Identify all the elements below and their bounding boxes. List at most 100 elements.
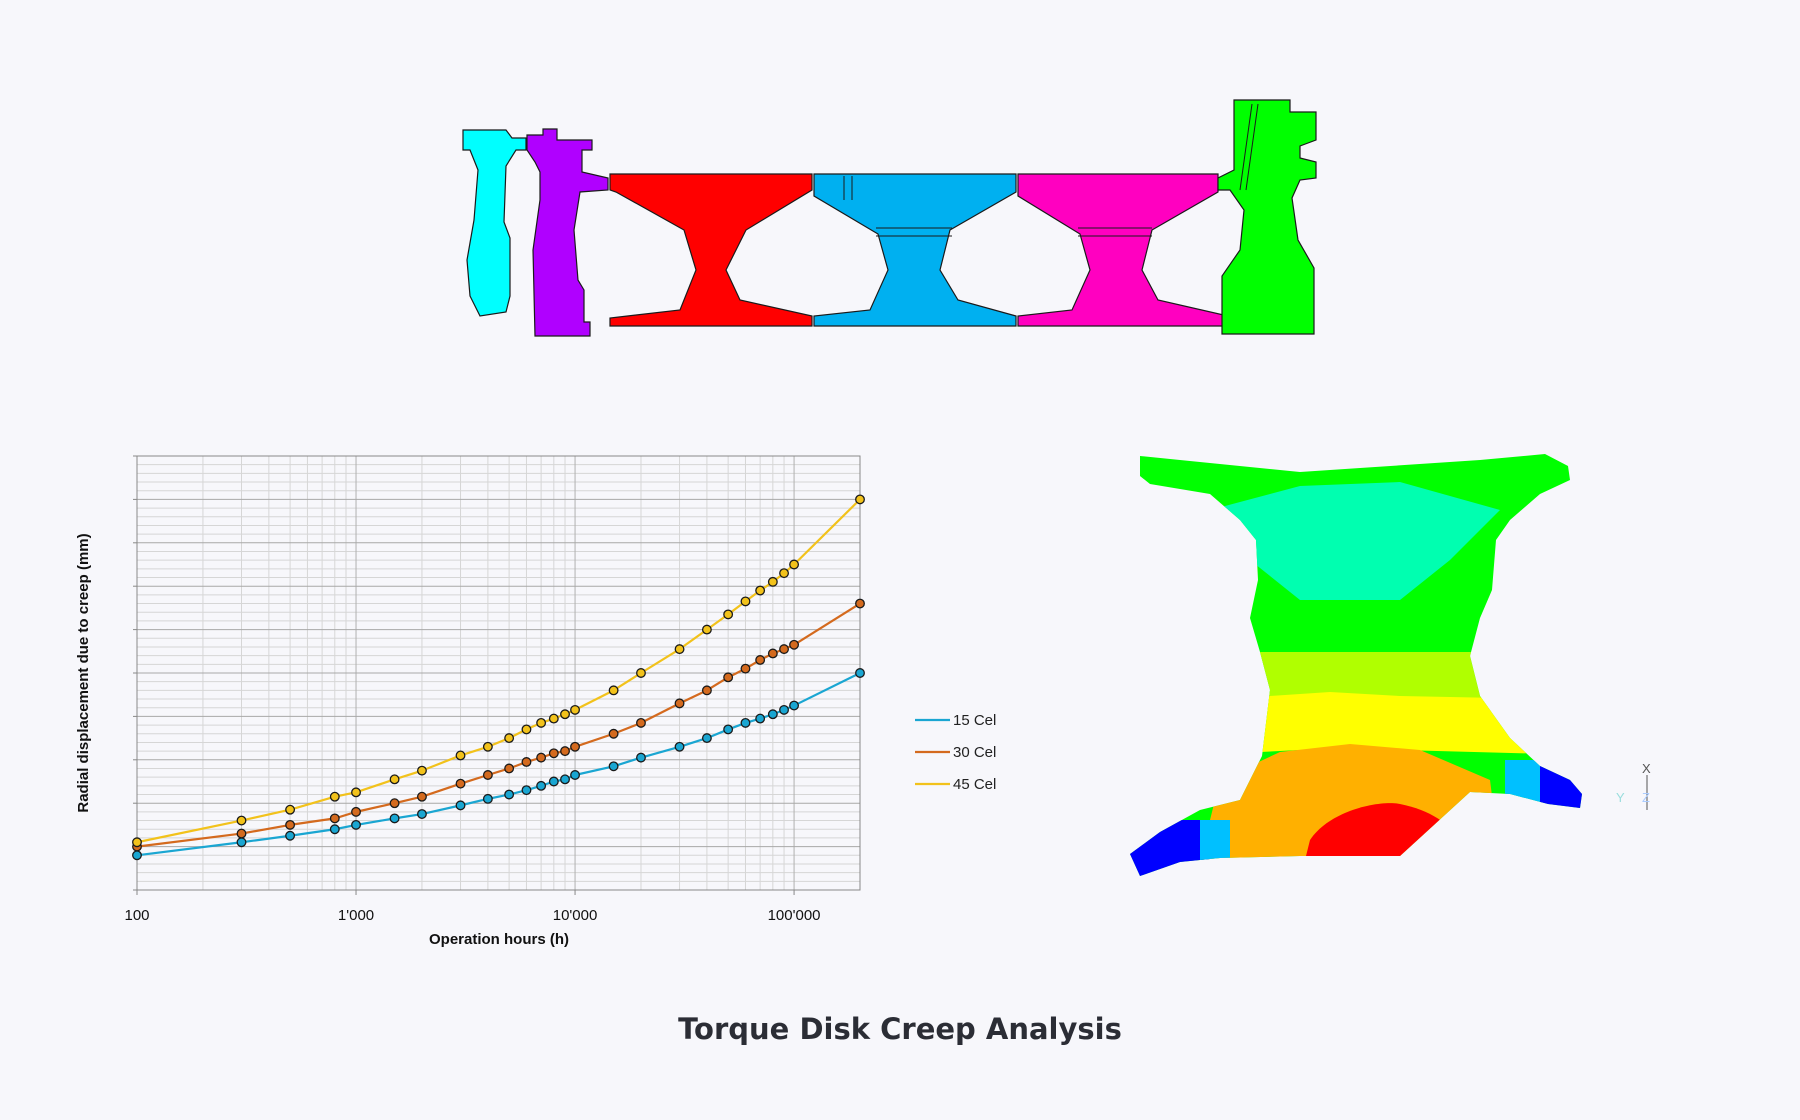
contour-band-lightblue-left (1200, 820, 1230, 876)
data-point-series-2 (548, 748, 559, 759)
data-point-series-1 (608, 761, 619, 772)
data-point-series-3 (855, 494, 865, 505)
y-axis-label: Radial displacement due to creep (mm) (75, 533, 92, 812)
data-point-series-3 (455, 750, 466, 761)
data-point-series-3 (740, 596, 751, 607)
data-point-series-3 (351, 787, 361, 798)
fea-triad: X Y Z (1616, 761, 1651, 810)
data-point-series-2 (329, 813, 340, 824)
data-point-series-3 (536, 717, 547, 728)
x-axis-label: Operation hours (h) (429, 931, 569, 948)
x-tick-labels: 100 1'000 10'000 100'000 (124, 890, 821, 924)
fea-contour-plot: X Y Z (1130, 454, 1651, 876)
data-point-series-1 (236, 837, 247, 848)
data-point-series-2 (779, 644, 789, 655)
contour-band-blue-left (1130, 820, 1210, 876)
data-point-series-2 (560, 746, 570, 757)
data-point-series-3 (767, 576, 778, 587)
data-point-series-1 (482, 793, 493, 804)
data-point-series-1 (536, 780, 547, 791)
legend-label-3: 45 Cel (953, 776, 996, 793)
data-point-series-2 (789, 639, 800, 650)
rotor-disk-5 (1017, 173, 1229, 327)
data-point-series-2 (740, 663, 751, 674)
data-point-series-2 (417, 791, 427, 802)
data-point-series-2 (351, 806, 361, 817)
legend-label-1: 15 Cel (953, 712, 996, 729)
x-tick-label: 100'000 (768, 907, 821, 924)
data-point-series-1 (504, 789, 515, 800)
data-point-series-3 (789, 559, 800, 570)
data-point-series-2 (536, 752, 547, 763)
data-point-series-3 (132, 837, 142, 848)
rotor-disk-2 (526, 128, 609, 337)
data-point-series-1 (570, 770, 580, 780)
contour-band-blue-right (1540, 760, 1582, 840)
data-point-series-1 (723, 724, 734, 735)
x-tick-label: 100 (124, 907, 149, 924)
triad-y-label: Y (1616, 790, 1625, 805)
data-point-series-3 (570, 704, 580, 715)
data-point-series-3 (329, 791, 340, 802)
data-point-series-3 (560, 709, 570, 720)
rotor-cross-section (462, 99, 1317, 337)
data-point-series-1 (767, 709, 778, 720)
data-point-series-1 (521, 785, 532, 796)
data-point-series-3 (755, 585, 766, 596)
data-point-series-1 (674, 741, 685, 752)
data-point-series-1 (285, 830, 296, 841)
data-point-series-2 (701, 685, 712, 696)
rotor-disk-4 (813, 173, 1017, 327)
triad-x-label: X (1642, 761, 1651, 776)
rotor-disk-6 (1217, 99, 1317, 335)
data-point-series-1 (548, 776, 559, 787)
data-point-series-2 (455, 778, 466, 789)
page-title: Torque Disk Creep Analysis (678, 1012, 1122, 1046)
data-point-series-1 (329, 824, 340, 835)
data-point-series-3 (674, 644, 685, 655)
rotor-disk-1 (462, 129, 527, 317)
data-point-series-2 (855, 598, 865, 609)
data-point-series-2 (767, 648, 778, 659)
rotor-disk-3 (609, 173, 813, 327)
data-point-series-3 (504, 733, 515, 744)
x-tick-label: 10'000 (553, 907, 598, 924)
data-point-series-3 (636, 668, 646, 678)
data-point-series-3 (521, 724, 532, 735)
data-point-series-2 (504, 763, 515, 774)
data-point-series-2 (570, 741, 580, 752)
data-point-series-2 (482, 770, 493, 780)
data-point-series-1 (701, 733, 712, 744)
data-point-series-1 (779, 704, 789, 715)
contour-band-cyan-green (1210, 482, 1500, 600)
data-point-series-1 (789, 700, 800, 711)
data-point-series-1 (132, 850, 142, 861)
data-point-series-3 (236, 815, 247, 826)
legend-label-2: 30 Cel (953, 744, 996, 761)
triad-z-label: Z (1642, 790, 1650, 805)
series-line-3 (136, 498, 861, 844)
chart-points (132, 494, 865, 861)
data-point-series-3 (482, 741, 493, 752)
data-point-series-3 (701, 624, 712, 635)
chart-legend: 15 Cel 30 Cel 45 Cel (915, 712, 996, 793)
data-point-series-1 (636, 752, 646, 763)
data-point-series-2 (521, 757, 532, 767)
data-point-series-2 (285, 819, 296, 830)
data-point-series-2 (636, 717, 646, 728)
data-point-series-1 (389, 813, 400, 824)
chart-curves (136, 498, 861, 857)
data-point-series-1 (560, 774, 570, 785)
data-point-series-2 (389, 798, 400, 809)
data-point-series-1 (740, 717, 751, 728)
contour-band-lightblue-right (1505, 760, 1540, 840)
data-point-series-2 (608, 728, 619, 739)
data-point-series-3 (285, 804, 296, 815)
data-point-series-1 (455, 800, 466, 811)
series-line-1 (136, 672, 861, 857)
data-point-series-2 (755, 655, 766, 665)
data-point-series-1 (755, 713, 766, 724)
data-point-series-3 (548, 713, 559, 724)
data-point-series-3 (779, 568, 789, 579)
data-point-series-2 (723, 672, 734, 683)
